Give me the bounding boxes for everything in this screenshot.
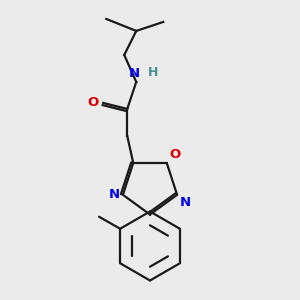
Text: O: O	[170, 148, 181, 161]
Text: H: H	[148, 66, 159, 79]
Text: N: N	[180, 196, 191, 209]
Text: N: N	[109, 188, 120, 201]
Text: N: N	[129, 68, 140, 80]
Text: O: O	[88, 96, 99, 110]
